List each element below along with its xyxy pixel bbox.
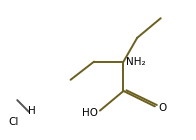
Text: NH₂: NH₂ bbox=[126, 57, 146, 67]
Text: HO: HO bbox=[82, 108, 98, 118]
Text: Cl: Cl bbox=[8, 117, 18, 127]
Text: O: O bbox=[158, 103, 167, 113]
Text: H: H bbox=[28, 106, 36, 116]
